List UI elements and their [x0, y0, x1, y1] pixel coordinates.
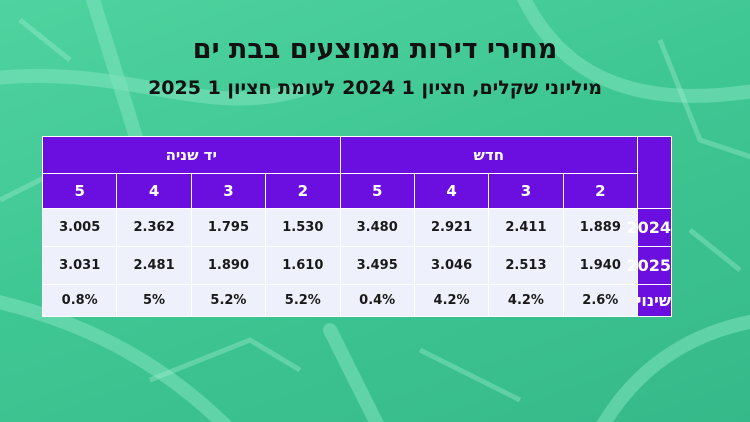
table-cell: 0.4% [339, 284, 415, 317]
table-cell: 1.940 [562, 246, 639, 285]
table-cell: 1.889 [562, 208, 639, 247]
rooms-header-new-4: 4 [413, 173, 490, 209]
table-cell: 1.890 [190, 246, 267, 285]
corner-cell [637, 136, 672, 209]
page-subtitle: מיליוני שקלים, חציון 1 2024 לעומת חציון … [148, 77, 602, 99]
group-header-second-hand: יד שניה [42, 136, 341, 174]
table-cell: 5.2% [190, 284, 267, 317]
table-cell: 3.005 [41, 208, 118, 247]
rooms-header-second-hand-4: 4 [116, 173, 192, 209]
table-cell: 5.2% [265, 284, 341, 317]
table-cell: 3.495 [339, 246, 415, 285]
table-cell: 4.2% [488, 284, 564, 317]
price-table: חדש יד שניה 2 3 4 5 2 3 4 5 2024 1.889 2… [41, 136, 672, 317]
rooms-header-second-hand-2: 2 [265, 173, 341, 209]
page-title: מחירי דירות ממוצעים בבת ים [192, 34, 558, 65]
table-cell: 3.046 [413, 246, 490, 285]
table-cell: 3.480 [339, 208, 415, 247]
table-row: שינוי 2.6% 4.2% 4.2% 0.4% 5.2% 5.2% 5% 0… [41, 284, 672, 317]
table-cell: 5% [116, 284, 192, 317]
table-cell: 0.8% [41, 284, 118, 317]
table-cell: 2.6% [562, 284, 639, 317]
group-header-new: חדש [339, 136, 638, 174]
row-label-2025: 2025 [626, 246, 672, 285]
rooms-header-second-hand-5: 5 [41, 173, 118, 209]
rooms-header-new-5: 5 [339, 173, 415, 209]
row-label-change: שינוי [637, 284, 672, 317]
table-row: 2025 1.940 2.513 3.046 3.495 1.610 1.890… [41, 246, 672, 285]
table-cell: 1.610 [265, 246, 341, 285]
row-label-2024: 2024 [626, 208, 672, 247]
rooms-header-new-2: 2 [562, 173, 639, 209]
table-cell: 2.411 [488, 208, 564, 247]
rooms-header-new-3: 3 [488, 173, 564, 209]
table-cell: 1.795 [190, 208, 267, 247]
table-cell: 2.362 [116, 208, 192, 247]
rooms-header-second-hand-3: 3 [190, 173, 267, 209]
table-cell: 2.481 [116, 246, 192, 285]
table-cell: 3.031 [41, 246, 118, 285]
table-cell: 2.921 [413, 208, 490, 247]
table-cell: 4.2% [413, 284, 490, 317]
table-cell: 1.530 [265, 208, 341, 247]
table-row: 2024 1.889 2.411 2.921 3.480 1.530 1.795… [41, 208, 672, 247]
table-cell: 2.513 [488, 246, 564, 285]
